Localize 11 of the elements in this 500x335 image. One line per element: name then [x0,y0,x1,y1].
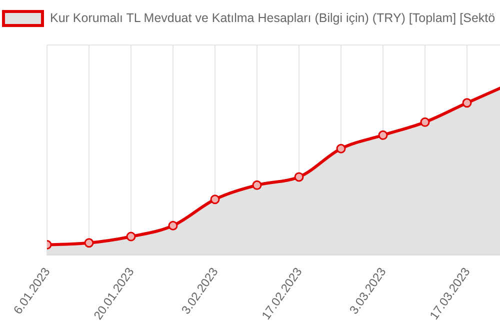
point [378,130,388,140]
point [210,194,220,204]
point [252,180,262,190]
point [168,220,178,230]
point [420,117,430,127]
point [84,238,94,248]
point [294,172,304,182]
point [462,98,472,108]
point [336,144,346,154]
point [126,232,136,242]
legend-label: Kur Korumalı TL Mevduat ve Katılma Hesapları (Bilgi için) (TRY) [Toplam] [Sektö [49,10,496,26]
